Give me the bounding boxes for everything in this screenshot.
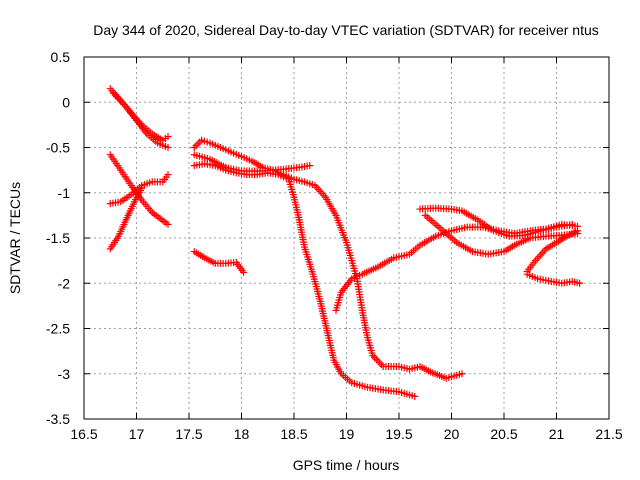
y-tick-label: -3.5 <box>46 411 70 427</box>
x-tick-label: 18 <box>234 426 250 442</box>
x-axis-label: GPS time / hours <box>293 457 400 473</box>
x-axis-tick-labels: 16.5 17 17.5 18 18.5 19 19.5 20 20.5 21 21.5 <box>70 426 622 442</box>
x-tick-label: 21 <box>549 426 565 442</box>
series-track-9 <box>190 151 314 175</box>
x-tick-label: 17.5 <box>175 426 202 442</box>
data-point <box>240 268 248 276</box>
y-tick-label: 0.5 <box>51 49 71 65</box>
series-track-11 <box>421 211 581 258</box>
x-tick-label: 20.5 <box>490 426 517 442</box>
y-axis-tick-labels: 0.5 0 -0.5 -1 -1.5 -2 -2.5 -3 -3.5 <box>46 49 70 427</box>
y-tick-label: -1.5 <box>46 230 70 246</box>
y-tick-label: -3 <box>58 366 71 382</box>
x-tick-label: 16.5 <box>70 426 97 442</box>
data-point <box>164 133 172 141</box>
series-track-8 <box>190 160 419 400</box>
y-tick-label: 0 <box>62 94 70 110</box>
series-track-12 <box>416 204 576 240</box>
x-tick-label: 19 <box>339 426 355 442</box>
series-track-14 <box>523 270 584 287</box>
x-tick-label: 20 <box>444 426 460 442</box>
data-point <box>574 227 581 235</box>
series-track-10 <box>332 220 581 314</box>
chart-title: Day 344 of 2020, Sidereal Day-to-day VTE… <box>93 22 599 38</box>
data-point <box>576 279 584 287</box>
data-point <box>164 144 172 151</box>
series-track-13 <box>523 227 581 275</box>
series-track-6 <box>190 248 248 276</box>
data-point <box>164 220 172 228</box>
series-track-7 <box>190 136 466 382</box>
x-tick-label: 17 <box>129 426 145 442</box>
data-point <box>138 184 146 192</box>
data-point <box>411 392 419 400</box>
axis-ticks <box>83 56 610 420</box>
y-tick-label: -2 <box>58 275 71 291</box>
series-track-4 <box>106 171 172 208</box>
data-point <box>568 220 576 228</box>
x-tick-label: 18.5 <box>280 426 307 442</box>
series-track-2 <box>109 89 172 151</box>
data-point <box>306 162 314 170</box>
data-point <box>458 370 466 378</box>
series-track-5 <box>106 184 146 253</box>
y-axis-label: SDTVAR / TECUs <box>7 182 23 294</box>
data-point <box>164 171 172 179</box>
data-points <box>106 85 584 400</box>
y-tick-label: -2.5 <box>46 321 70 337</box>
x-tick-label: 19.5 <box>385 426 412 442</box>
y-tick-label: -0.5 <box>46 140 70 156</box>
y-tick-label: -1 <box>58 185 71 201</box>
x-tick-label: 21.5 <box>595 426 622 442</box>
